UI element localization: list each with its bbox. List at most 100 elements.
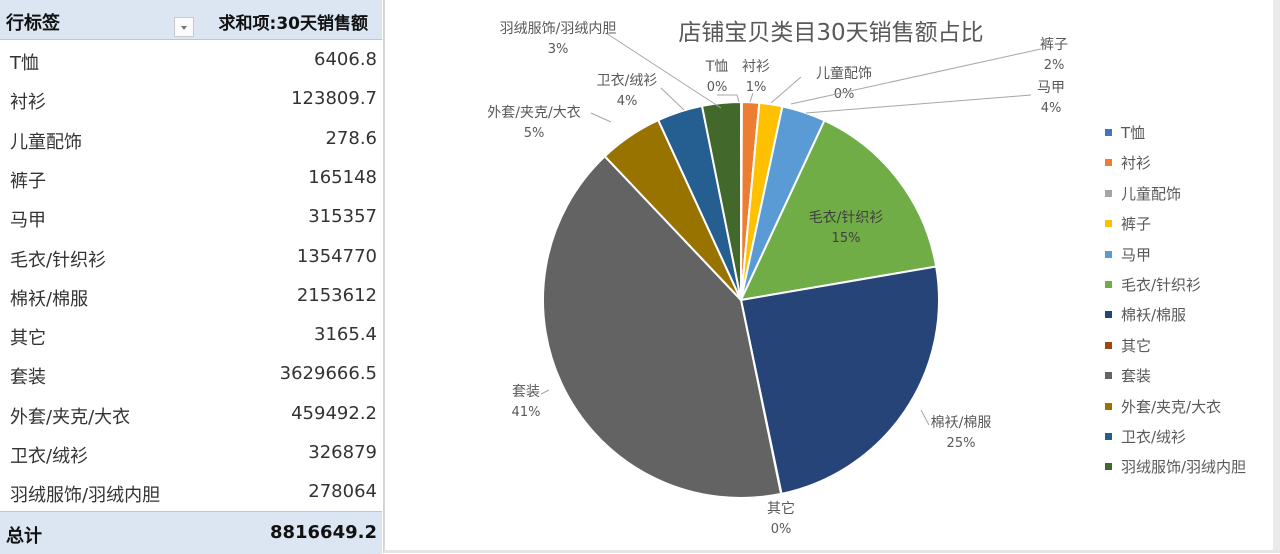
pivot-row[interactable]: 卫衣/绒衫 326879 (0, 433, 382, 472)
row-label: T恤 (10, 53, 39, 74)
legend-label: 裤子 (1121, 215, 1152, 234)
pivot-row[interactable]: T恤 6406.8 (0, 40, 382, 79)
legend-swatch-icon (1105, 372, 1112, 380)
pivot-row[interactable]: 毛衣/针织衫 1354770 (0, 237, 382, 276)
row-label: 外套/夹克/大衣 (10, 406, 131, 428)
leader-line (770, 76, 802, 104)
filter-dropdown-button[interactable] (174, 17, 194, 37)
row-value: 278064 (308, 481, 377, 503)
total-value: 8816649.2 (269, 522, 377, 543)
legend-label: 外套/夹克/大衣 (1121, 397, 1222, 416)
legend-swatch-icon (1105, 159, 1112, 167)
data-label-category: 套装 (512, 384, 540, 400)
row-label: 棉袄/棉服 (10, 288, 89, 310)
pie-slice[interactable] (542, 154, 783, 499)
legend-label: T恤 (1121, 124, 1146, 142)
row-value: 6406.8 (314, 49, 377, 70)
row-label: 毛衣/针织衫 (10, 249, 107, 271)
data-label-category: 棉袄/棉服 (931, 414, 992, 431)
row-value: 3629666.5 (279, 363, 377, 385)
data-label-category: 毛衣/针织衫 (809, 210, 884, 226)
data-label-category: 衬衫 (742, 59, 770, 75)
row-value: 123809.7 (291, 88, 377, 110)
scrollbar-strip (1273, 0, 1280, 553)
leader-line (605, 32, 722, 109)
row-label: 衬衫 (10, 92, 46, 114)
data-label-percent: 0% (771, 522, 792, 537)
pie-slice[interactable] (739, 265, 940, 496)
legend-label: 羽绒服饰/羽绒内胆 (1121, 458, 1247, 477)
leader-line (717, 94, 740, 103)
row-label: 裤子 (10, 170, 46, 192)
legend-label: 卫衣/绒衫 (1121, 428, 1187, 446)
pivot-row[interactable]: 棉袄/棉服 2153612 (0, 276, 382, 315)
legend-label: 衬衫 (1121, 154, 1152, 173)
leader-line (920, 409, 930, 426)
row-value: 165148 (308, 166, 377, 188)
leader-line (790, 48, 1042, 105)
pivot-total-row: 总计 8816649.2 (0, 511, 382, 554)
pivot-row[interactable]: 儿童配饰 278.6 (0, 119, 382, 158)
data-label-percent: 25% (947, 436, 976, 451)
bottom-edge (384, 550, 1280, 553)
data-label-percent: 4% (617, 94, 638, 109)
legend-label: 毛衣/针织衫 (1121, 276, 1202, 294)
row-value: 459492.2 (291, 402, 377, 424)
pivot-row[interactable]: 外套/夹克/大衣 459492.2 (0, 394, 382, 433)
pivot-row[interactable]: 衬衫 123809.7 (0, 79, 382, 118)
leader-line (540, 389, 550, 395)
legend-swatch-icon (1105, 220, 1112, 228)
data-label-category: T恤 (705, 59, 729, 75)
pivot-row[interactable]: 马甲 315357 (0, 197, 382, 236)
pivot-row[interactable]: 套装 3629666.5 (0, 354, 382, 393)
total-label: 总计 (6, 526, 42, 547)
data-label-category: 羽绒服饰/羽绒内胆 (500, 21, 617, 37)
row-label: 羽绒服饰/羽绒内胆 (10, 485, 161, 507)
legend-label: 马甲 (1121, 245, 1152, 264)
data-label-category: 外套/夹克/大衣 (487, 105, 580, 121)
legend-label: 套装 (1121, 367, 1152, 386)
pivot-row[interactable]: 羽绒服饰/羽绒内胆 278064 (0, 472, 382, 511)
data-label-percent: 0% (834, 87, 855, 102)
pie-slice[interactable] (700, 100, 742, 301)
data-label-percent: 4% (1041, 101, 1062, 116)
data-label-percent: 0% (707, 80, 728, 95)
chart-title: 店铺宝贝类目30天销售额占比 (678, 20, 983, 46)
data-label-percent: 2% (1044, 58, 1065, 73)
pivot-table: 行标签 求和项:30天销售额 T恤 6406.8 衬衫 123809.7 儿童配饰 278… (0, 0, 384, 554)
leader-line (749, 92, 754, 103)
row-value: 2153612 (296, 284, 377, 306)
data-label-percent: 3% (548, 42, 569, 57)
leader-line (590, 112, 612, 123)
data-label-category: 马甲 (1037, 80, 1065, 96)
legend-swatch-icon (1105, 402, 1112, 410)
leader-line (805, 94, 1032, 114)
legend-swatch-icon (1105, 433, 1112, 440)
row-value: 3165.4 (314, 324, 377, 346)
legend-swatch-icon (1105, 189, 1112, 197)
legend-label: 棉袄/棉服 (1121, 306, 1187, 325)
data-label-percent: 1% (746, 80, 767, 95)
row-label-header: 行标签 (6, 13, 60, 34)
data-label-category: 卫衣/绒衫 (597, 73, 658, 89)
legend-swatch-icon (1105, 311, 1112, 319)
row-label: 卫衣/绒衫 (10, 446, 89, 467)
data-label-percent: 15% (832, 231, 861, 246)
leader-line (660, 87, 685, 111)
data-label-percent: 5% (524, 126, 545, 141)
data-label-category: 儿童配饰 (816, 65, 872, 82)
pivot-row[interactable]: 裤子 165148 (0, 158, 382, 197)
pie-chart-area[interactable]: 店铺宝贝类目30天销售额占比 T恤 0% 衬衫 1% 儿童配饰 0% 裤子 2% 马甲 4% 毛衣/… (384, 0, 1275, 551)
legend-swatch-icon (1105, 281, 1112, 288)
row-label: 其它 (10, 328, 46, 350)
data-label-category: 裤子 (1040, 37, 1068, 53)
row-label: 儿童配饰 (10, 131, 82, 153)
row-label: 马甲 (10, 210, 46, 232)
pivot-row[interactable]: 其它 3165.4 (0, 315, 382, 354)
pie-slice[interactable] (739, 119, 938, 302)
legend-swatch-icon (1105, 341, 1112, 349)
legend-swatch-icon (1105, 129, 1112, 136)
pivot-header: 行标签 求和项:30天销售额 (0, 0, 382, 40)
pie-chart: 店铺宝贝类目30天销售额占比 T恤 0% 衬衫 1% 儿童配饰 0% 裤子 2% 马甲 4% 毛衣/… (487, 20, 1068, 537)
legend-swatch-icon (1105, 250, 1112, 258)
